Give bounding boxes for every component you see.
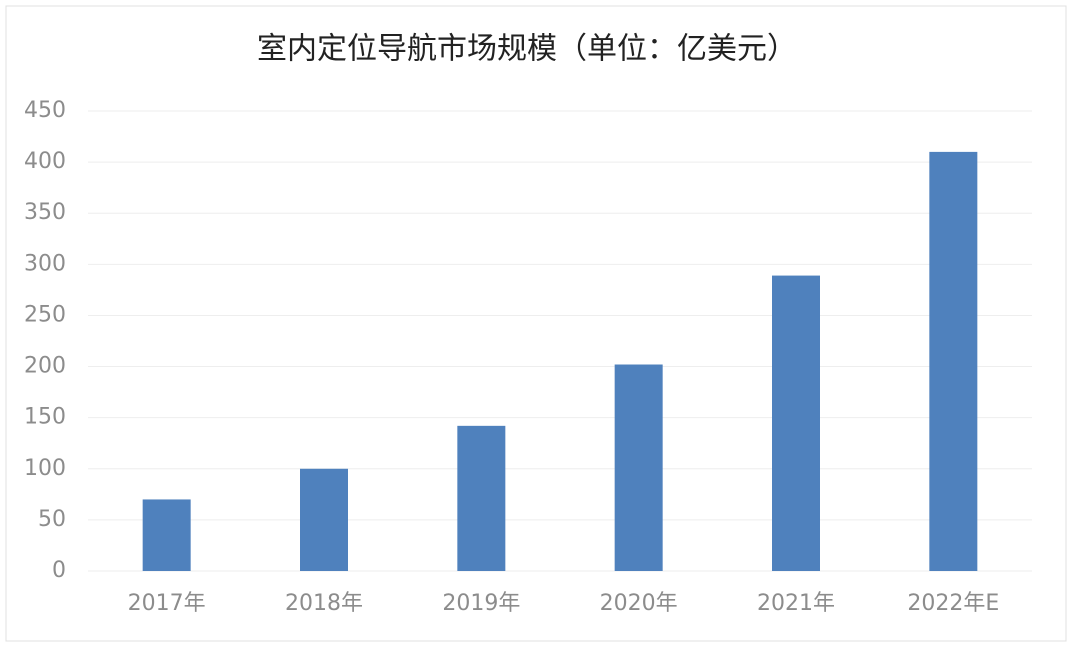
bar <box>300 468 348 571</box>
bar <box>929 151 978 571</box>
x-tick-label: 2022年E <box>907 591 999 616</box>
x-tick-label: 2018年 <box>285 591 363 616</box>
y-tick-label: 250 <box>24 302 66 327</box>
x-tick-label: 2021年 <box>757 591 835 616</box>
y-tick-label: 100 <box>24 456 66 481</box>
y-tick-label: 50 <box>38 507 66 532</box>
x-tick-label: 2019年 <box>442 591 520 616</box>
y-tick-label: 300 <box>24 251 66 276</box>
y-tick-label: 200 <box>24 354 66 379</box>
y-tick-label: 450 <box>24 98 66 123</box>
y-tick-label: 0 <box>52 558 66 583</box>
y-tick-label: 150 <box>24 405 66 430</box>
y-tick-label: 400 <box>24 149 66 174</box>
bar <box>772 275 820 571</box>
x-tick-label: 2017年 <box>128 591 206 616</box>
y-tick-label: 350 <box>24 200 66 225</box>
bar <box>142 499 191 571</box>
x-tick-label: 2020年 <box>600 591 678 616</box>
bar <box>614 364 663 571</box>
bar <box>457 425 506 571</box>
chart-title: 室内定位导航市场规模（单位：亿美元） <box>257 32 797 67</box>
